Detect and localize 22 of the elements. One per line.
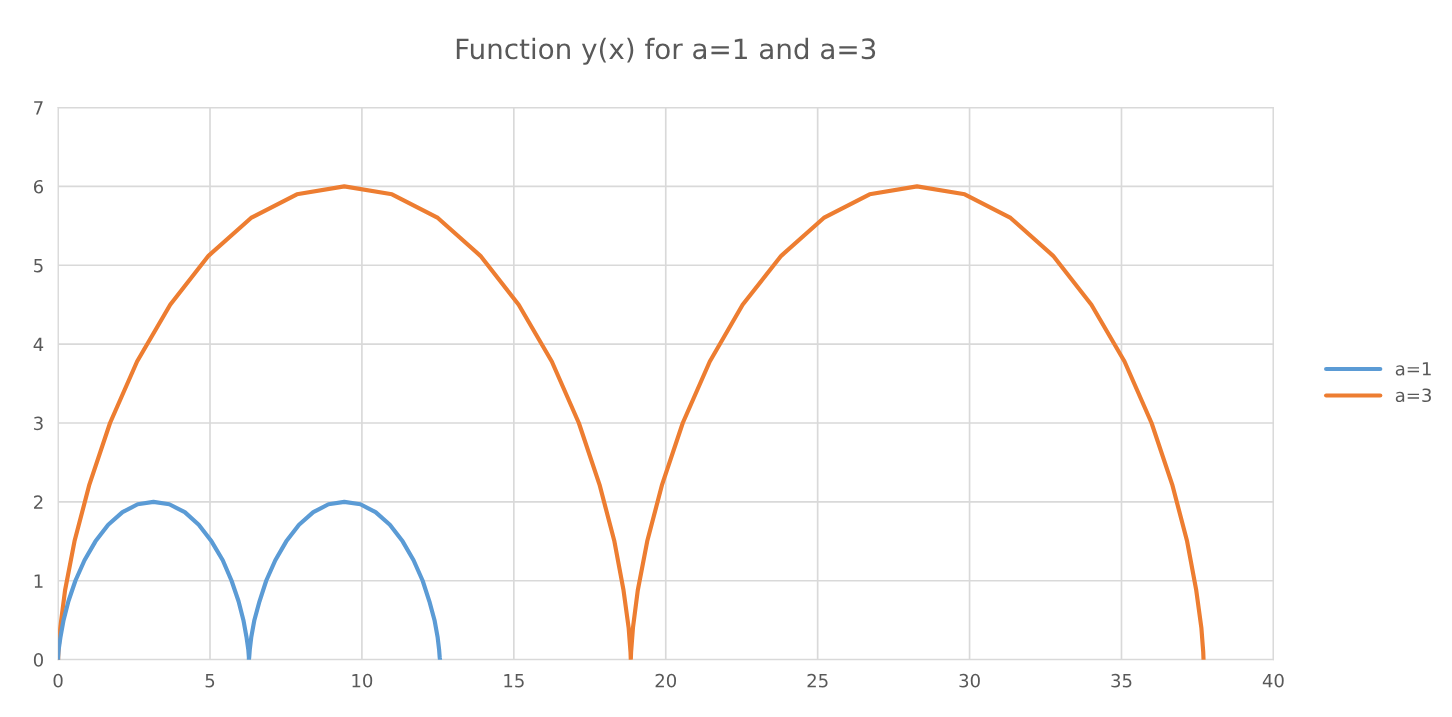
- y-tick-label: 5: [34, 258, 43, 273]
- y-tick-label: 4: [33, 337, 44, 352]
- y-tick-label: 1: [34, 574, 43, 588]
- y-tick-label: 2: [34, 495, 43, 509]
- x-tick-label: 40: [1262, 673, 1284, 688]
- chart-title: Function y(x) for a=1 and a=3: [456, 37, 876, 65]
- x-tick-label: 15: [504, 674, 524, 688]
- legend-label: a=3: [1395, 388, 1431, 403]
- line-series: [58, 184, 1206, 660]
- x-tick-label: 30: [959, 673, 980, 688]
- x-tick-label: 25: [807, 673, 828, 688]
- x-tick-label: 0: [53, 673, 63, 688]
- y-tick-label: 7: [34, 101, 43, 115]
- legend-label: a=1: [1395, 362, 1431, 376]
- x-tick-label: 10: [352, 673, 373, 688]
- x-tick-label: 5: [205, 674, 215, 688]
- x-tick-label: 20: [655, 673, 677, 688]
- y-tick-label: 3: [34, 416, 43, 431]
- y-tick-label: 0: [33, 653, 43, 667]
- x-tick-label: 35: [1111, 673, 1132, 688]
- y-tick-label: 6: [33, 179, 44, 194]
- line-series: [58, 499, 443, 660]
